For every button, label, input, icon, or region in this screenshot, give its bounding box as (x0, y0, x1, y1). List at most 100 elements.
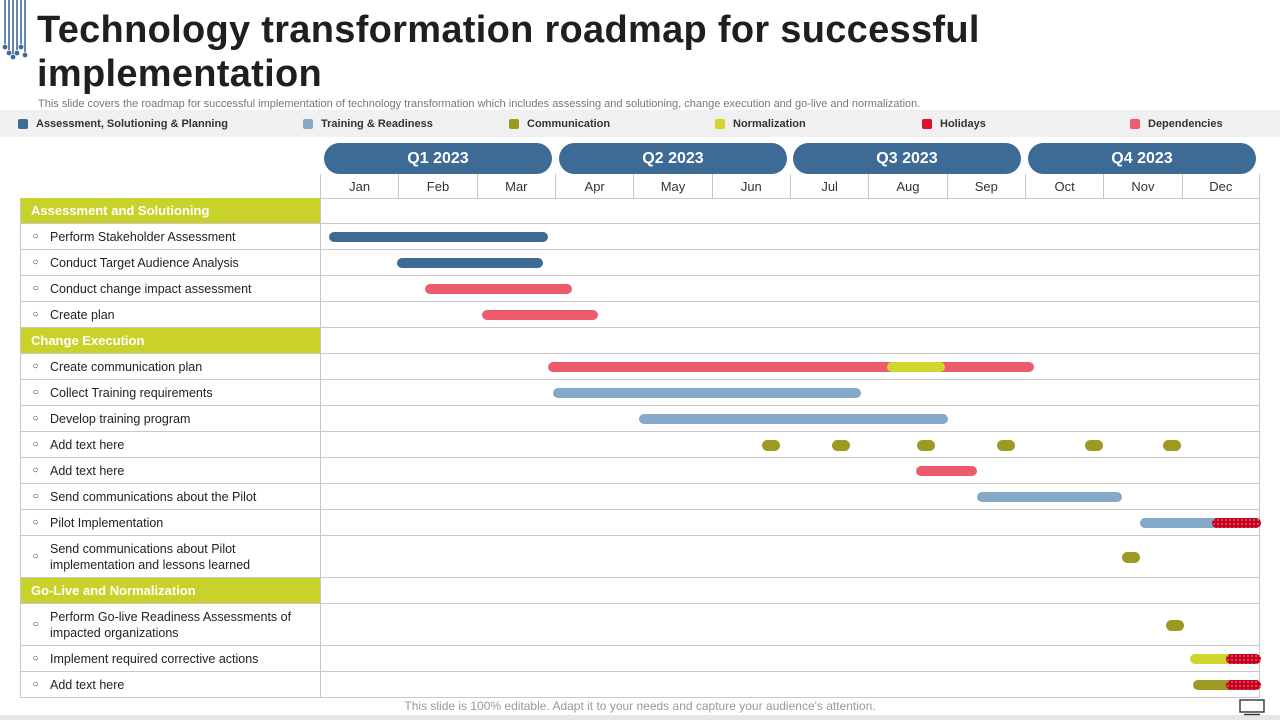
task-row: ○ Conduct Target Audience Analysis (20, 250, 1260, 276)
task-label-cell: ○ Pilot Implementation (21, 510, 321, 535)
task-bar (916, 466, 978, 476)
task-row: ○ Add text here (20, 432, 1260, 458)
task-label: Implement required corrective actions (50, 651, 259, 666)
milestone-marker (916, 439, 935, 451)
task-label: Create plan (50, 307, 115, 322)
task-bar (639, 414, 948, 424)
table-top-border (20, 198, 1260, 199)
legend-bar: Assessment, Solutioning & Planning Traini… (0, 110, 1280, 137)
task-row: ○ Add text here (20, 672, 1261, 698)
task-label-cell: ○ Send communications about Pilot impleme… (21, 536, 321, 577)
milestone-marker (1121, 551, 1140, 563)
section-row: Assessment and Solutioning (20, 198, 1260, 224)
section-row: Go-Live and Normalization (20, 578, 1260, 604)
task-label-cell: ○ Conduct change impact assessment (21, 276, 321, 301)
quarter-label: Q3 2023 (793, 143, 1021, 174)
milestone-marker (1163, 439, 1182, 451)
legend-label: Communication (527, 117, 611, 130)
legend-item: Normalization (715, 110, 806, 137)
bullet-icon: ○ (32, 551, 39, 562)
task-row: ○ Collect Training requirements (20, 380, 1260, 406)
task-label: Pilot Implementation (50, 515, 164, 530)
page-title: Technology transformation roadmap for su… (37, 9, 980, 95)
task-label-cell: ○ Create plan (21, 302, 321, 327)
task-label-cell: ○ Add text here (21, 432, 321, 457)
task-label-cell: ○ Collect Training requirements (21, 380, 321, 405)
legend-label: Assessment, Solutioning & Planning (36, 117, 228, 130)
holiday-bar (1211, 518, 1261, 528)
task-label: Add text here (50, 677, 125, 692)
legend-swatch (509, 118, 519, 129)
task-label: Send communications about the Pilot (50, 489, 257, 504)
task-label: Perform Stakeholder Assessment (50, 229, 236, 244)
task-label-cell: ○ Conduct Target Audience Analysis (21, 250, 321, 275)
bullet-icon: ○ (32, 361, 39, 372)
task-label-cell: ○ Implement required corrective actions (21, 646, 321, 671)
month-label: Apr (554, 174, 633, 198)
task-label: Collect Training requirements (50, 385, 213, 400)
task-row: ○ Create communication plan (20, 354, 1260, 380)
task-row: ○ Pilot Implementation (20, 510, 1261, 536)
task-bar (548, 362, 1034, 372)
legend-swatch (303, 118, 313, 129)
month-label: Dec (1181, 174, 1260, 198)
task-label-cell: ○ Perform Go-live Readiness Assessments o… (21, 604, 321, 645)
month-label: Feb (398, 174, 476, 198)
legend-item: Communication (509, 110, 610, 137)
legend-item: Holidays (922, 110, 986, 137)
page-subtitle: This slide covers the roadmap for succes… (38, 98, 921, 110)
section-row: Change Execution (20, 328, 1260, 354)
task-label: Create communication plan (50, 359, 203, 374)
bullet-icon: ○ (32, 439, 39, 450)
section-title: Go-Live and Normalization (21, 578, 321, 603)
task-label: Conduct change impact assessment (50, 281, 252, 296)
legend-swatch (922, 118, 932, 129)
task-row: ○ Add text here (20, 458, 1260, 484)
bullet-icon: ○ (32, 619, 39, 630)
task-bar (886, 362, 946, 372)
legend-label: Holidays (940, 117, 986, 130)
task-label: Add text here (50, 437, 125, 452)
task-label: Send communications about Pilot implemen… (50, 541, 251, 572)
legend-item: Assessment, Solutioning & Planning (18, 110, 228, 137)
legend-item: Dependencies (1130, 110, 1223, 137)
month-label: Jan (320, 174, 398, 198)
legend-item: Training & Readiness (303, 110, 433, 137)
task-bar (1190, 654, 1261, 664)
bullet-icon: ○ (32, 517, 39, 528)
section-title: Change Execution (21, 328, 321, 353)
circuit-decoration-icon (2, 0, 28, 60)
month-label: Nov (1103, 174, 1181, 198)
section-title: Assessment and Solutioning (21, 198, 321, 223)
month-label: May (633, 174, 711, 198)
month-label: Oct (1024, 174, 1103, 198)
task-label: Add text here (50, 463, 125, 478)
task-row: ○ Perform Stakeholder Assessment (20, 224, 1260, 250)
month-label: Aug (868, 174, 946, 198)
quarter-label: Q4 2023 (1028, 143, 1256, 174)
bullet-icon: ○ (32, 413, 39, 424)
month-label: Jun (711, 174, 790, 198)
month-label: Mar (476, 174, 555, 198)
bullet-icon: ○ (32, 257, 39, 268)
bottom-divider (0, 715, 1280, 720)
task-row: ○ Implement required corrective actions (20, 646, 1261, 672)
task-label: Conduct Target Audience Analysis (50, 255, 239, 270)
monitor-icon (1239, 699, 1265, 716)
legend-swatch (715, 118, 725, 129)
task-label-cell: ○ Add text here (21, 458, 321, 483)
legend-label: Dependencies (1148, 117, 1223, 130)
milestone-marker (996, 439, 1015, 451)
task-bar (552, 388, 862, 398)
legend-label: Normalization (733, 117, 806, 130)
bullet-icon: ○ (32, 491, 39, 502)
legend-swatch (18, 118, 28, 129)
bullet-icon: ○ (32, 465, 39, 476)
milestone-marker (1165, 619, 1184, 631)
task-label: Perform Go-live Readiness Assessments of… (50, 609, 292, 640)
task-label-cell: ○ Add text here (21, 672, 321, 697)
bullet-icon: ○ (32, 231, 39, 242)
task-bar (328, 232, 549, 242)
month-label: Jul (789, 174, 868, 198)
task-row: ○ Perform Go-live Readiness Assessments o… (20, 604, 1260, 646)
